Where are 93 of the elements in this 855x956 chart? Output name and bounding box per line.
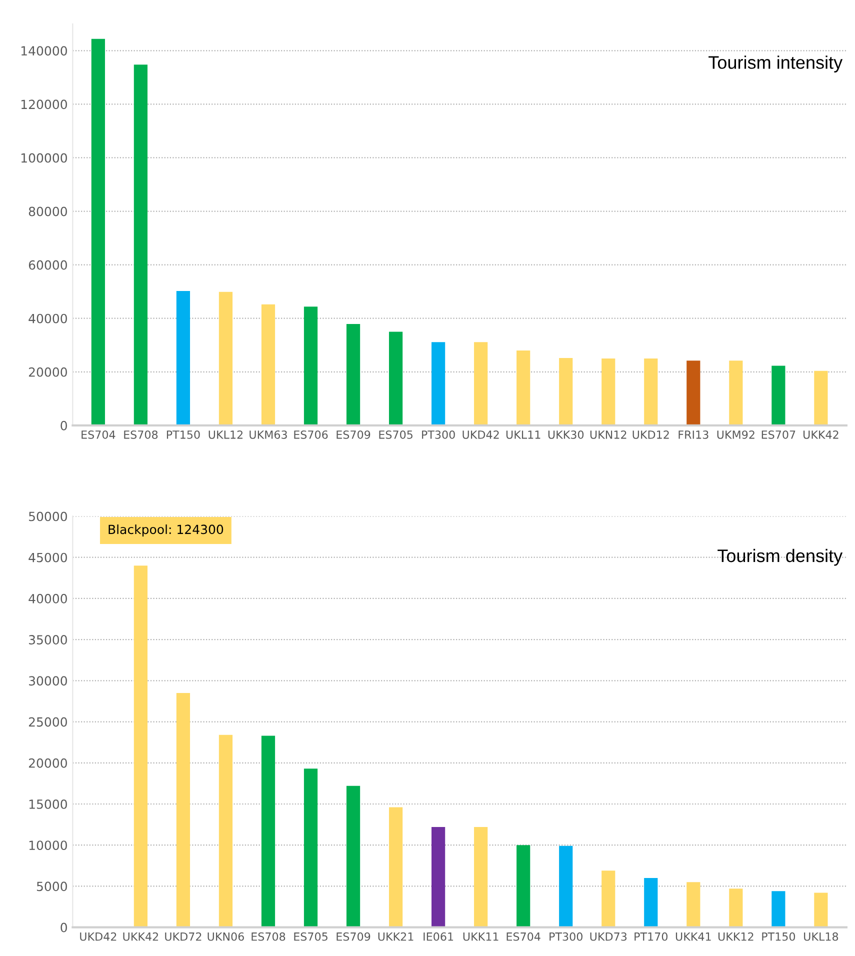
- x-tick-label: UKM92: [717, 430, 754, 439]
- y-tick-label: 80000: [28, 206, 67, 216]
- x-tick-label: ES705: [379, 430, 412, 439]
- x-tick-label: UKK21: [378, 932, 414, 941]
- bar: [686, 360, 700, 426]
- x-tick-label: UKD73: [590, 932, 627, 941]
- bar: [261, 304, 276, 426]
- bar: [729, 360, 743, 426]
- x-tick-label: UKK30: [548, 430, 584, 439]
- y-tick-label: 120000: [21, 100, 67, 110]
- bar: [516, 350, 530, 426]
- bar: [772, 891, 786, 928]
- text: Tourism density: [718, 548, 843, 566]
- x-tick-label: UKD42: [462, 430, 499, 439]
- x-tick-label: ES708: [252, 932, 286, 941]
- x-tick-label: ES708: [124, 430, 158, 439]
- y-tick-label: 100000: [21, 153, 67, 163]
- y-tick-label: 0: [60, 420, 67, 430]
- annotation: Blackpool: 124300: [108, 524, 224, 537]
- y-tick-label: 50000: [29, 512, 67, 522]
- x-tick-label: ES709: [336, 430, 370, 439]
- x-tick-label: PT300: [422, 430, 455, 439]
- bar: [304, 768, 318, 928]
- bar: [91, 38, 105, 426]
- y-tick-label: 25000: [28, 717, 67, 727]
- x-tick-label: ES704: [82, 430, 116, 439]
- y-tick-label: 140000: [21, 46, 67, 56]
- y-tick-label: 40000: [28, 594, 67, 604]
- bar: [388, 807, 403, 928]
- bar: [559, 358, 573, 426]
- bar: [218, 292, 233, 426]
- x-tick-label: UKK11: [463, 932, 498, 941]
- x-tick-label: UKK42: [123, 932, 158, 941]
- bar: [602, 870, 616, 928]
- bar: [772, 366, 786, 426]
- bar: [474, 342, 488, 426]
- x-tick-label: UKK42: [803, 430, 838, 439]
- x-tick-label: IE061: [424, 932, 454, 941]
- x-tick-label: UKN12: [590, 430, 626, 439]
- x-tick-label: UKD42: [80, 932, 116, 941]
- bar: [432, 827, 446, 928]
- y-tick-label: 40000: [28, 314, 67, 324]
- bar: [516, 845, 530, 928]
- x-tick-label: PT170: [634, 932, 668, 941]
- x-tick-label: UKD12: [632, 430, 669, 439]
- bar: [218, 734, 233, 928]
- bar: [686, 882, 700, 928]
- x-tick-label: UKM63: [250, 430, 287, 439]
- y-tick-label: 10000: [29, 840, 67, 850]
- x-tick-label: UKL18: [804, 932, 838, 941]
- y-tick-label: 15000: [29, 799, 67, 809]
- bar: [644, 358, 658, 426]
- x-tick-label: UKD72: [165, 932, 202, 941]
- bar: [644, 878, 658, 928]
- x-tick-label: UKN06: [208, 932, 244, 941]
- bar: [432, 342, 446, 426]
- bar: [346, 324, 360, 426]
- x-tick-label: UKK12: [718, 932, 754, 941]
- bar: [814, 370, 828, 426]
- bar: [134, 64, 148, 426]
- bar: [176, 291, 190, 426]
- x-tick-label: ES705: [294, 932, 328, 941]
- text: Tourism intensity: [708, 56, 843, 72]
- y-tick-label: 60000: [28, 260, 67, 270]
- x-tick-label: PT150: [166, 430, 200, 439]
- x-tick-label: ES707: [762, 430, 796, 439]
- bar: [729, 888, 743, 928]
- x-tick-label: UKL11: [506, 430, 540, 439]
- x-tick-label: ES704: [506, 932, 540, 941]
- y-tick-label: 20000: [28, 758, 67, 768]
- x-tick-label: ES706: [294, 430, 328, 439]
- bar: [304, 306, 318, 426]
- y-tick-label: 0: [60, 922, 67, 932]
- bar: [388, 332, 403, 426]
- x-tick-label: UKK41: [676, 932, 711, 941]
- bar: [559, 846, 573, 928]
- x-tick-label: ES709: [336, 932, 370, 941]
- bar: [134, 566, 148, 928]
- y-tick-label: 45000: [28, 552, 67, 562]
- x-tick-label: UKL12: [208, 430, 242, 439]
- y-tick-label: 20000: [28, 367, 67, 377]
- bar: [261, 736, 276, 928]
- x-tick-label: PT300: [550, 932, 582, 941]
- y-tick-label: 35000: [29, 635, 67, 644]
- bar: [346, 786, 360, 928]
- y-tick-label: 30000: [29, 676, 67, 686]
- bar: [814, 892, 828, 928]
- bar: [474, 827, 488, 928]
- bar: [176, 693, 190, 928]
- y-tick-label: 5000: [36, 882, 67, 892]
- bar: [602, 358, 616, 426]
- x-tick-label: FRI13: [678, 430, 708, 439]
- x-tick-label: PT150: [762, 932, 796, 941]
